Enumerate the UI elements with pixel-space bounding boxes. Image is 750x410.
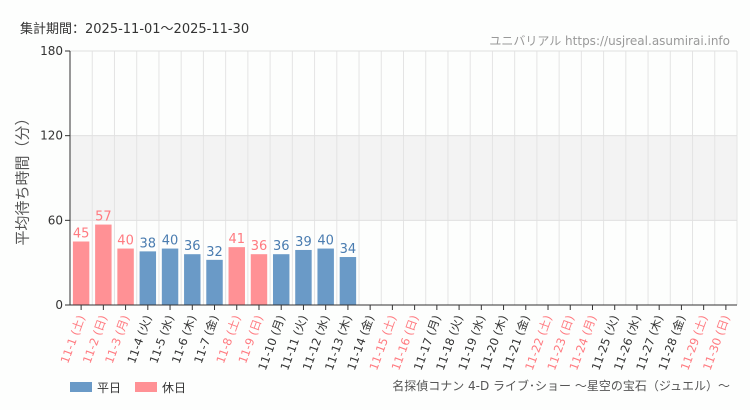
bar (117, 248, 134, 305)
data-label: 34 (340, 242, 357, 257)
data-label: 40 (162, 234, 179, 249)
source-label: ユニバリアル https://usjreal.asumirai.info (489, 34, 730, 48)
bar (339, 257, 357, 305)
bar (139, 251, 157, 305)
x-tick-label: 11-28 (金) (655, 313, 688, 372)
y-tick-label: 0 (55, 298, 63, 312)
x-tick-label: 11-1 (土) (58, 313, 88, 365)
y-tick-label: 60 (48, 213, 63, 227)
legend: 平日 休日 (70, 379, 186, 396)
x-tick-label: 11-9 (日) (235, 313, 265, 365)
attraction-name: 名探偵コナン 4-D ライブ･ショー ～星空の宝石（ジュエル）～ (392, 379, 730, 393)
y-axis-title: 平均待ち時間（分） (13, 110, 32, 246)
bar (206, 259, 223, 305)
bar (72, 241, 90, 305)
data-label: 57 (95, 210, 112, 225)
bar (317, 248, 334, 305)
data-label: 45 (73, 227, 90, 242)
x-tick-label: 11-23 (日) (544, 313, 577, 372)
x-tick-label: 11-5 (水) (147, 313, 177, 365)
x-tick-label: 11-2 (日) (80, 313, 110, 365)
data-label: 39 (295, 235, 312, 250)
x-tick-label: 11-22 (土) (522, 313, 555, 372)
legend-holiday: 休日 (135, 379, 186, 396)
legend-weekday: 平日 (70, 379, 121, 396)
legend-holiday-label: 休日 (162, 381, 187, 395)
x-tick-label: 11-24 (月) (566, 313, 599, 372)
bar (95, 224, 112, 305)
x-tick-label: 11-18 (火) (433, 313, 466, 372)
x-tick-label: 11-3 (月) (102, 313, 132, 365)
x-tick-label: 11-17 (月) (411, 313, 444, 372)
x-tick-label: 11-4 (火) (124, 313, 154, 365)
x-tick-label: 11-14 (金) (344, 313, 377, 372)
data-label: 38 (140, 236, 157, 251)
data-label: 32 (206, 245, 223, 260)
x-tick-label: 11-20 (木) (478, 313, 511, 372)
data-label: 36 (251, 239, 268, 254)
y-tick-label: 180 (40, 44, 63, 58)
x-tick-label: 11-10 (月) (255, 313, 288, 372)
period-label: 集計期間：2025-11-01～2025-11-30 (20, 22, 250, 37)
x-tick-label: 11-21 (金) (500, 313, 533, 372)
bar (228, 247, 245, 305)
legend-weekday-label: 平日 (97, 381, 122, 395)
data-label: 40 (317, 234, 334, 249)
x-tick-label: 11-16 (日) (389, 313, 422, 372)
data-label: 36 (273, 239, 290, 254)
bar (272, 254, 290, 305)
x-tick-label: 11-30 (日) (700, 313, 733, 372)
y-axis-label: 平均待ち時間（分） (12, 110, 33, 245)
x-tick-label: 11-6 (木) (169, 313, 199, 365)
x-tick-label: 11-25 (火) (589, 313, 622, 372)
bar (184, 254, 201, 305)
bar (161, 248, 179, 305)
data-label: 41 (228, 232, 245, 247)
x-tick-label: 11-29 (土) (678, 313, 711, 372)
data-label: 40 (117, 234, 134, 249)
x-tick-label: 11-7 (金) (191, 313, 221, 365)
grid-band (70, 135, 737, 221)
bar (295, 249, 312, 305)
x-tick-label: 11-19 (水) (455, 313, 488, 372)
x-tick-label: 11-12 (水) (300, 313, 333, 372)
x-tick-label: 11-15 (土) (366, 313, 399, 372)
y-tick-label: 120 (40, 129, 63, 143)
data-label: 36 (184, 239, 201, 254)
bar (250, 254, 268, 305)
x-tick-label: 11-8 (土) (213, 313, 243, 365)
x-tick-label: 11-27 (木) (633, 313, 666, 372)
x-tick-label: 11-26 (水) (611, 313, 644, 372)
x-tick-label: 11-11 (火) (277, 313, 310, 372)
x-tick-label: 11-13 (木) (322, 313, 355, 372)
